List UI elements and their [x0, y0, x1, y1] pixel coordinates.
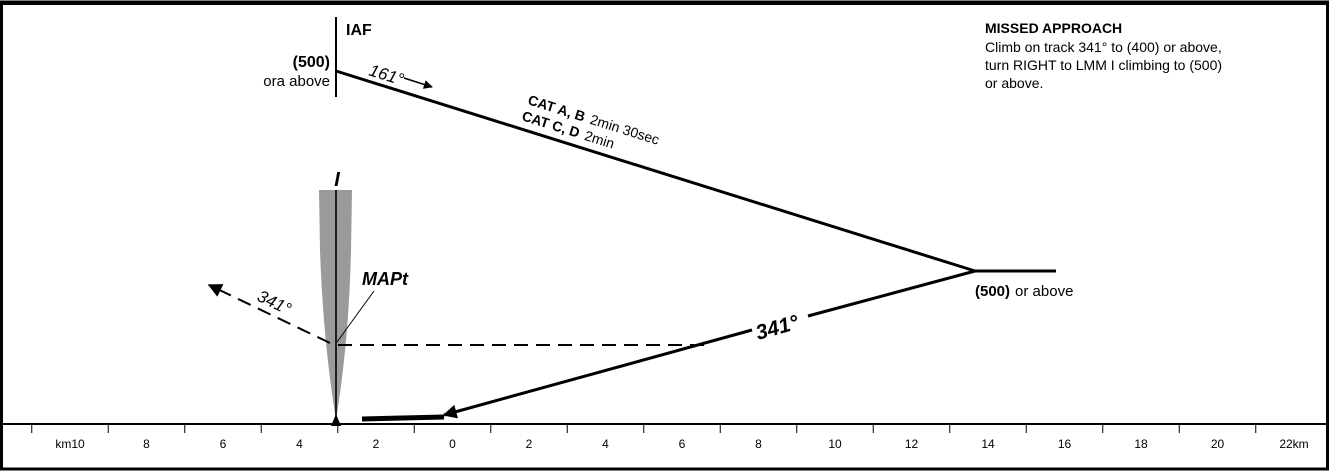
outbound-arrow: [403, 77, 433, 89]
turn-point-altitude: (500) or above: [975, 283, 1073, 300]
outbound-track-label: 161°: [367, 61, 406, 90]
missed-approach-line-1: Climb on track 341° to (400) or above,: [985, 39, 1222, 55]
scale-label: 6: [679, 437, 686, 451]
scale-label: 16: [1058, 437, 1072, 451]
scale-label: 22km: [1279, 437, 1308, 451]
scale-label: 12: [905, 437, 919, 451]
scale-label: 2: [373, 437, 380, 451]
scale-label: 14: [981, 437, 995, 451]
inbound-leg-lower: [442, 328, 753, 419]
distance-scale: km10 8 6 4 2 0 2 4 6 8 10 12 14 16 18 20 22km: [31, 424, 1309, 451]
missed-approach-title: MISSED APPROACH: [985, 20, 1122, 36]
missed-approach-track: [207, 284, 331, 344]
iaf-altitude: (500): [293, 54, 330, 71]
scale-label: km10: [55, 437, 85, 451]
scale-label: 18: [1134, 437, 1148, 451]
beacon-label: I: [334, 169, 340, 191]
scale-label: 4: [296, 437, 303, 451]
scale-label: 8: [143, 437, 150, 451]
iaf-label: IAF: [346, 22, 372, 39]
missed-track-label: 341°: [254, 286, 294, 318]
missed-approach-line-2: turn RIGHT to LMM I climbing to (500): [985, 57, 1222, 73]
scale-label: 20: [1211, 437, 1225, 451]
scale-label: 0: [449, 437, 456, 451]
inbound-leg-upper: [807, 269, 976, 318]
scale-label: 2: [526, 437, 533, 451]
mapt-leader: [336, 290, 375, 343]
scale-label: 6: [220, 437, 227, 451]
inbound-track-label: 341°: [753, 311, 802, 345]
scale-label: 4: [602, 437, 609, 451]
outbound-leg: [335, 69, 976, 273]
runway-bar: [361, 414, 445, 422]
scale-label: 8: [755, 437, 762, 451]
iaf-altitude-note: ora above: [263, 73, 330, 90]
scale-label: 10: [828, 437, 842, 451]
missed-approach-line-3: or above.: [985, 75, 1043, 91]
mapt-label: MAPt: [362, 269, 409, 289]
